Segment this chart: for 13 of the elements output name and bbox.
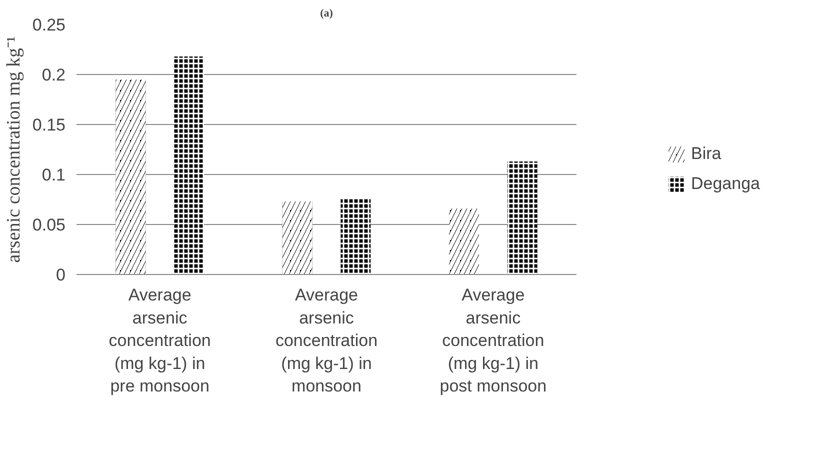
chart-title: (a) (320, 8, 334, 20)
x-tick-label: Average arsenic concentration (mg kg-1) in post monsoon (440, 286, 547, 396)
x-tick-label: Average arsenic concentration (mg kg-1) in pre monsoon (108, 286, 211, 396)
legend-label: Deganga (691, 174, 760, 194)
y-tick-label: 0.15 (32, 116, 66, 134)
y-tick-label: 0.1 (42, 166, 66, 184)
x-tick-label: Average arsenic concentration (mg kg-1) in monsoon (275, 286, 378, 396)
y-axis-title: arsenic concentration mg kg⁻¹ (3, 36, 24, 263)
y-tick-label: 0.05 (32, 216, 66, 234)
y-tick-label: 0.25 (32, 16, 66, 34)
legend-label: Bira (691, 144, 722, 164)
y-tick-label: 0 (56, 266, 66, 284)
y-tick-label: 0.2 (42, 66, 66, 84)
